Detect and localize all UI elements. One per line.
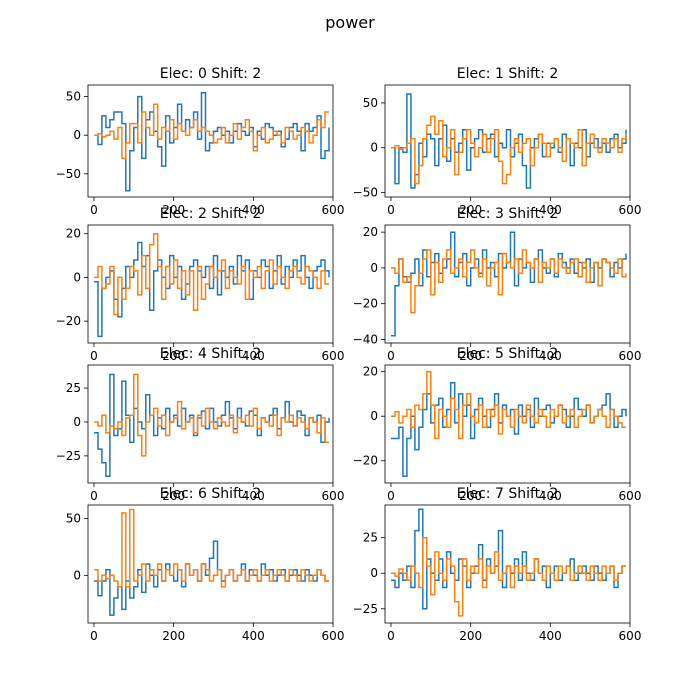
subplot-2-y-tick-label: 0 (73, 270, 81, 284)
subplot-6-x-tick-label: 600 (322, 629, 345, 643)
subplot-1-x-tick-label: 200 (459, 203, 482, 217)
subplot-4-y-tick-label: −25 (56, 449, 81, 463)
subplot-1-y-tick-label: −50 (353, 186, 378, 200)
subplot-0: 0 200 400 600 −50 0 50 Elec: 0 Shift: 2 (56, 66, 345, 217)
subplot-4-series-2-line (94, 373, 329, 457)
subplot-7-y-tick-label: 0 (370, 566, 378, 580)
subplot-3-series-2-line (391, 249, 627, 314)
subplot-1-y-tick-label: 50 (363, 96, 378, 110)
subplot-1-axes-frame (384, 84, 631, 198)
subplot-3-y-tick-label: −20 (353, 297, 378, 311)
subplot-0-y-tick-label: 0 (73, 128, 81, 142)
subplot-7-series-2-line (391, 536, 626, 617)
subplot-5-y-tick-label: −20 (353, 454, 378, 468)
subplot-2-title: Elec: 2 Shift: 2 (160, 206, 261, 222)
subplot-6: 0 200 400 600 0 50 Elec: 6 Shift: 2 (66, 486, 345, 643)
subplot-4-x-tick-label: 600 (322, 489, 345, 503)
subplot-2-x-tick-label: 0 (90, 349, 98, 363)
subplot-5-series-2-line (391, 370, 626, 440)
subplot-0-x-tick-label: 400 (242, 203, 265, 217)
subplot-6-x-tick-label: 0 (90, 629, 98, 643)
subplot-5-axes-frame (384, 364, 631, 484)
subplot-4-series-1-line (94, 373, 330, 477)
subplot-0-title: Elec: 0 Shift: 2 (160, 66, 261, 82)
subplot-6-y-tick-label: 0 (73, 568, 81, 582)
subplot-0-axes-frame (87, 84, 334, 198)
subplot-2-x-tick-label: 600 (322, 349, 345, 363)
subplot-6-x-tick-label: 200 (162, 629, 185, 643)
subplot-0-x-tick-label: 600 (322, 203, 345, 217)
subplot-6-axes-frame (87, 504, 334, 624)
subplot-2-axes-frame (87, 224, 334, 344)
subplot-1-y-tick-label: 0 (370, 141, 378, 155)
subplot-7-y-tick-label: 25 (363, 531, 378, 545)
subplot-0-y-tick-label: 50 (66, 90, 81, 104)
subplot-2: 0 200 400 600 −20 0 20 Elec: 2 Shift: 2 (56, 206, 345, 363)
subplot-7: 0 200 400 600 −25 0 25 Elec: 7 Shift: 2 (353, 486, 642, 643)
subplot-5-title: Elec: 5 Shift: 2 (457, 346, 558, 362)
subplot-4-x-tick-label: 200 (162, 489, 185, 503)
subplot-5-x-tick-label: 0 (387, 489, 395, 503)
subplot-1-series-1-line (391, 93, 627, 189)
subplot-2-series-1-line (94, 241, 330, 338)
subplot-2-x-tick-label: 200 (162, 349, 185, 363)
subplot-7-x-tick-label: 400 (539, 629, 562, 643)
subplot-3-y-tick-label: 0 (370, 261, 378, 275)
subplot-4-x-tick-label: 0 (90, 489, 98, 503)
subplot-2-series-2-line (94, 232, 329, 316)
subplot-1-x-tick-label: 600 (619, 203, 642, 217)
subplot-5-x-tick-label: 200 (459, 489, 482, 503)
subplot-6-title: Elec: 6 Shift: 2 (160, 486, 261, 502)
subplot-1-series-2-line (391, 115, 627, 185)
subplot-7-x-tick-label: 600 (619, 629, 642, 643)
subplot-3-x-tick-label: 0 (387, 349, 395, 363)
subplot-2-y-tick-label: 20 (66, 227, 81, 241)
subplot-7-y-tick-label: −25 (353, 602, 378, 616)
subplot-0-y-tick-label: −50 (56, 167, 81, 181)
subplot-1-x-tick-label: 400 (539, 203, 562, 217)
subplot-7-title: Elec: 7 Shift: 2 (457, 486, 558, 502)
subplot-1-title: Elec: 1 Shift: 2 (457, 66, 558, 82)
subplot-4-y-tick-label: 25 (66, 381, 81, 395)
subplot-6-series-2-line (94, 508, 329, 588)
subplot-3-y-tick-label: −40 (353, 332, 378, 346)
subplot-5-x-tick-label: 400 (539, 489, 562, 503)
subplot-1: 0 200 400 600 −50 0 50 Elec: 1 Shift: 2 (353, 66, 642, 217)
subplot-3-x-tick-label: 200 (459, 349, 482, 363)
subplot-3-y-tick-label: 20 (363, 225, 378, 239)
subplot-7-axes-frame (384, 504, 631, 624)
subplot-4-y-tick-label: 0 (73, 415, 81, 429)
subplot-6-x-tick-label: 400 (242, 629, 265, 643)
subplot-5-y-tick-label: 20 (363, 365, 378, 379)
subplot-0-x-tick-label: 0 (90, 203, 98, 217)
subplot-0-series-2-line (94, 103, 329, 160)
subplot-3-x-tick-label: 600 (619, 349, 642, 363)
figure-suptitle: power (325, 13, 375, 32)
subplot-1-x-tick-label: 0 (387, 203, 395, 217)
subplot-0-x-tick-label: 200 (162, 203, 185, 217)
subplot-3-series-1-line (391, 231, 627, 337)
subplot-7-x-tick-label: 0 (387, 629, 395, 643)
subplot-4-axes-frame (87, 364, 334, 484)
subplot-5: 0 200 400 600 −20 0 20 Elec: 5 Shift: 2 (353, 346, 642, 503)
subplot-4-title: Elec: 4 Shift: 2 (160, 346, 261, 362)
subplot-4: 0 200 400 600 −25 0 25 Elec: 4 Shift: 2 (56, 346, 345, 503)
subplot-4-x-tick-label: 400 (242, 489, 265, 503)
subplot-5-x-tick-label: 600 (619, 489, 642, 503)
subplot-5-series-1-line (391, 382, 627, 478)
subplot-3: 0 200 400 600 −40 −20 0 20 Elec: 3 Shift: 2 (353, 206, 642, 363)
subplot-7-x-tick-label: 200 (459, 629, 482, 643)
subplot-3-title: Elec: 3 Shift: 2 (457, 206, 558, 222)
subplot-3-x-tick-label: 400 (539, 349, 562, 363)
subplot-2-y-tick-label: −20 (56, 314, 81, 328)
subplot-3-axes-frame (384, 224, 631, 344)
subplot-6-y-tick-label: 50 (66, 512, 81, 526)
subplot-2-x-tick-label: 400 (242, 349, 265, 363)
subplot-5-y-tick-label: 0 (370, 409, 378, 423)
